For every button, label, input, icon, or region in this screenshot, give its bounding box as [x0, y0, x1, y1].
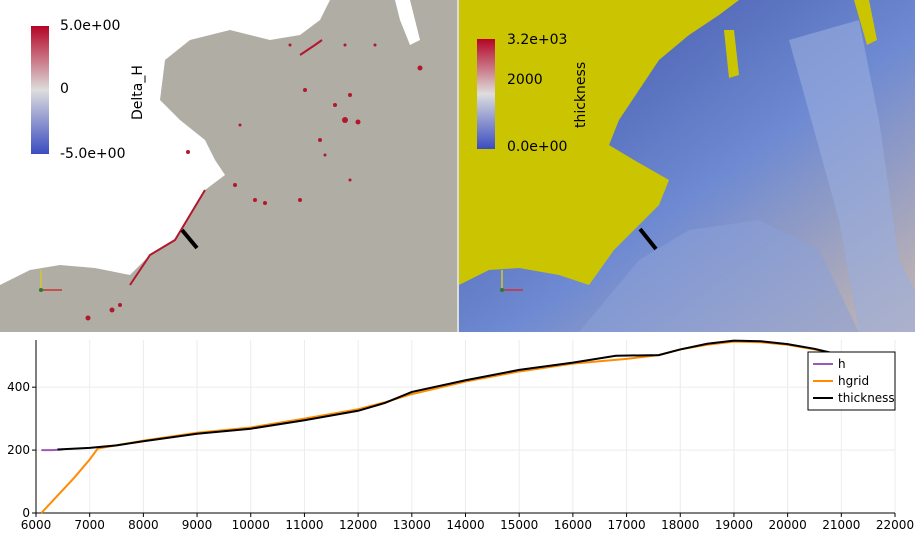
ice-flow-streak	[789, 20, 915, 332]
land-spit-2	[854, 0, 877, 45]
colorbar-title: Delta_H	[130, 65, 146, 120]
x-tick-label: 21000	[822, 518, 860, 532]
transect-line	[180, 228, 199, 250]
delta-h-colorbar	[31, 26, 49, 154]
delta-points	[85, 43, 423, 321]
x-tick-label: 15000	[500, 518, 538, 532]
land-spit	[724, 30, 739, 78]
thickness-colorbar	[477, 39, 495, 149]
colorbar-max-label: 3.2e+03	[507, 32, 568, 48]
y-tick-label: 200	[7, 443, 30, 457]
land-patch	[395, 0, 420, 45]
series-line-thickness	[57, 339, 837, 451]
x-tick-label: 13000	[393, 518, 431, 532]
x-tick-label: 10000	[232, 518, 270, 532]
x-tick-label: 12000	[339, 518, 377, 532]
coastline-delta-north	[299, 39, 323, 56]
transect-line-chart: 6000 7000 8000 9000 10000 11000 12000 13000 1400…	[7, 339, 914, 532]
y-tick-label: 400	[7, 380, 30, 394]
colorbar-max-label: 5.0e+00	[60, 18, 121, 34]
x-tick-label: 8000	[128, 518, 159, 532]
x-tick-label: 19000	[715, 518, 753, 532]
x-tick-label: 18000	[661, 518, 699, 532]
orientation-axes	[500, 270, 523, 292]
legend-label-hgrid: hgrid	[838, 374, 869, 388]
line-plot-view[interactable]: 6000 7000 8000 9000 10000 11000 12000 13000 1400…	[0, 332, 915, 540]
coastline-delta	[129, 189, 206, 286]
x-tick-label: 6000	[21, 518, 52, 532]
x-tick-label: 17000	[607, 518, 645, 532]
land-mass	[0, 0, 457, 332]
transect-line	[638, 227, 658, 251]
delta-h-map	[0, 0, 457, 332]
y-tick-label: 0	[22, 506, 30, 520]
x-tick-label: 16000	[554, 518, 592, 532]
view-divider[interactable]	[457, 0, 459, 332]
x-tick-label: 20000	[769, 518, 807, 532]
colorbar-min-label: 0.0e+00	[507, 139, 568, 155]
right-render-view[interactable]: 3.2e+03 2000 0.0e+00 thickness	[459, 0, 915, 332]
thickness-map	[459, 0, 915, 332]
ice-flow-lower	[579, 220, 859, 332]
legend-label-h: h	[838, 357, 846, 371]
colorbar-mid-label: 0	[60, 81, 69, 97]
colorbar-mid-label: 2000	[507, 72, 543, 88]
x-tick-label: 11000	[285, 518, 323, 532]
left-render-view[interactable]: 5.0e+00 0 -5.0e+00 Delta_H	[0, 0, 457, 332]
colorbar-title: thickness	[573, 61, 589, 128]
colorbar-min-label: -5.0e+00	[60, 146, 126, 162]
orientation-axes	[39, 270, 62, 292]
x-tick-label: 7000	[74, 518, 105, 532]
x-tick-label: 22000	[876, 518, 914, 532]
series-line-hgrid	[40, 340, 837, 514]
x-tick-label: 9000	[182, 518, 213, 532]
legend-label-thickness: thickness	[838, 391, 895, 405]
x-tick-label: 14000	[446, 518, 484, 532]
